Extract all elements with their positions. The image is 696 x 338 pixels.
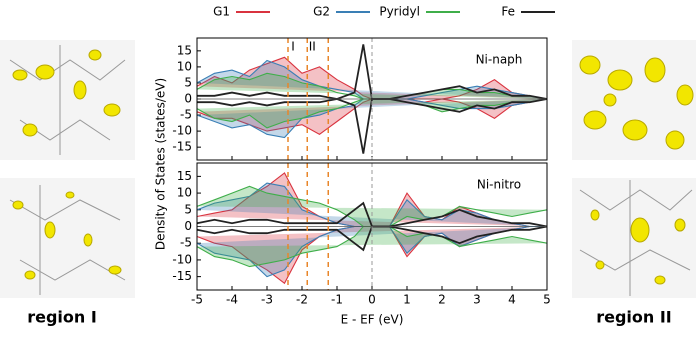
legend-label: G1: [213, 5, 230, 19]
dos-curve: [197, 98, 548, 154]
region-label: region II: [596, 308, 672, 327]
region-label: region I: [27, 308, 97, 327]
dos-curve: [197, 44, 548, 100]
legend-label: G2: [313, 5, 330, 19]
y-tick-label: -5: [180, 108, 192, 122]
region-marker-label: I: [291, 40, 295, 54]
y-tick-label: 10: [177, 59, 192, 73]
density-blobs: [12, 49, 122, 280]
x-tick-label: 5: [543, 293, 551, 307]
plot-frame: [196, 37, 548, 161]
y-tick-label: -10: [172, 252, 192, 266]
plot-frame: [196, 162, 548, 291]
y-tick-label: 15: [177, 43, 192, 57]
y-tick-label: 0: [184, 92, 192, 106]
x-tick-label: -3: [261, 293, 273, 307]
y-tick-label: -5: [180, 236, 192, 250]
x-tick-label: 3: [473, 293, 481, 307]
y-tick-label: 15: [177, 169, 192, 183]
molecule-lines: [579, 180, 693, 296]
dos-curve: [196, 201, 548, 228]
y-tick-label: 5: [184, 75, 192, 89]
panel-title: Ni-nitro: [477, 178, 521, 192]
y-tick-label: -10: [172, 124, 192, 138]
y-tick-label: -15: [172, 140, 192, 154]
x-tick-label: -4: [226, 293, 238, 307]
legend-label: Pyridyl: [379, 5, 420, 19]
molecule-lines: [9, 45, 126, 295]
dos-curve: [196, 56, 548, 100]
x-tick-label: 4: [508, 293, 516, 307]
x-tick-label: 0: [368, 293, 376, 307]
structure-image: [0, 40, 135, 160]
x-tick-label: 1: [403, 293, 411, 307]
region-marker-label: II: [309, 40, 316, 54]
dos-curve: [196, 98, 548, 135]
y-tick-label: -15: [172, 269, 192, 283]
x-axis-label: E - EF (eV): [341, 313, 404, 327]
x-tick-label: -1: [331, 293, 343, 307]
y-tick-label: 0: [184, 219, 192, 233]
x-tick-label: -5: [191, 293, 203, 307]
x-tick-label: 2: [438, 293, 446, 307]
x-tick-label: -2: [296, 293, 308, 307]
legend-label: Fe: [501, 5, 515, 19]
left-images: region I: [0, 40, 135, 327]
y-tick-label: 5: [184, 202, 192, 216]
dos-curve: [196, 225, 548, 252]
right-images: region II: [572, 40, 696, 327]
y-tick-label: 10: [177, 186, 192, 200]
y-axis-label: Density of States (states/eV): [154, 78, 168, 250]
panel-title: Ni-naph: [476, 53, 523, 67]
density-blobs: [579, 55, 694, 285]
